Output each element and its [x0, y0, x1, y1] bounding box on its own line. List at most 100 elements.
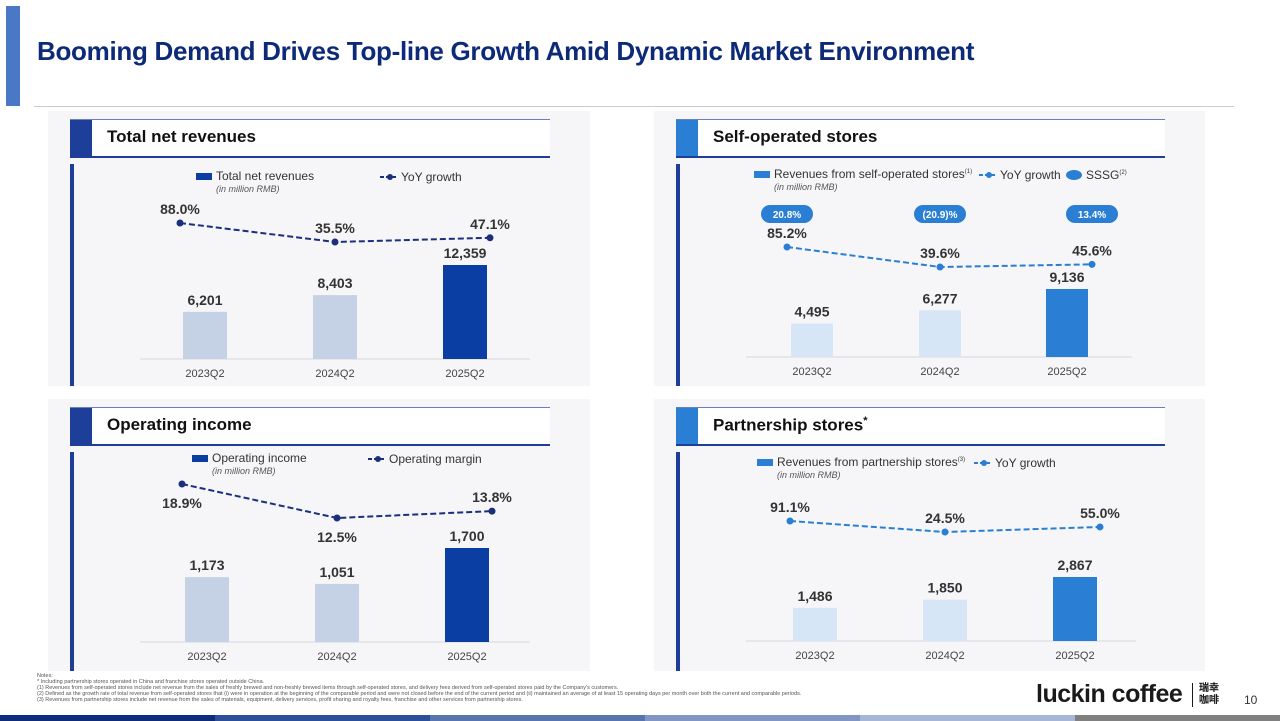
footnotes: Notes: * Including partnership stores op…: [37, 673, 997, 703]
bar-value-label: 12,359: [444, 245, 487, 261]
bar: [183, 311, 227, 359]
note-item: * Including partnership stores operated …: [37, 679, 265, 685]
panel-partnership-stores: Partnership stores* Revenues from partne…: [654, 399, 1205, 671]
x-tick-label: 2025Q2: [447, 651, 486, 663]
logo-cn-line: 咖啡: [1199, 695, 1219, 706]
panel-header: Total net revenues: [70, 119, 550, 158]
legend-unit-note: (in million RMB): [774, 182, 838, 192]
line-value-label: 55.0%: [1080, 505, 1120, 521]
notes-heading: Notes:: [37, 673, 53, 679]
sssg-value-label: 20.8%: [773, 210, 801, 221]
legend-bar-label: Revenues from self-operated stores(1): [774, 167, 972, 181]
legend-footnote-mark: (3): [958, 457, 965, 463]
title-accent-bar: [6, 6, 20, 106]
panel-title-text: Partnership stores: [713, 415, 864, 435]
legend-sssg-label: SSSG(2): [1086, 168, 1127, 182]
bar: [919, 310, 961, 357]
legend-line-label: Operating margin: [389, 452, 482, 466]
panel-total-net-revenues: Total net revenues Total net revenues (in…: [48, 111, 590, 386]
bottom-bar-segment: [0, 715, 215, 721]
x-tick-label: 2023Q2: [185, 368, 224, 380]
sssg-pill: [1066, 205, 1118, 223]
line-point: [783, 243, 791, 251]
legend-line-marker: [986, 172, 992, 178]
legend-bar-swatch: [754, 171, 770, 178]
note-item: (2) Defined as the growth rate of total …: [37, 691, 802, 697]
line-value-label: 35.5%: [315, 220, 355, 236]
bottom-bar-segment: [860, 715, 1075, 721]
panel-side-bar: [70, 164, 74, 386]
legend-unit-note: (in million RMB): [212, 466, 276, 476]
bar-value-label: 9,136: [1049, 269, 1084, 285]
legend-bar-swatch: [196, 173, 212, 180]
legend-line-marker: [375, 456, 381, 462]
panel-header: Self-operated stores: [676, 119, 1165, 158]
bottom-bar-segment: [430, 715, 645, 721]
legend-line-marker: [387, 174, 393, 180]
header-accent-box: [676, 408, 698, 444]
bar-value-label: 8,403: [317, 275, 352, 291]
note-item: (3) Revenues from partnership stores inc…: [37, 697, 523, 703]
legend-line-label: YoY growth: [995, 456, 1056, 470]
bar: [923, 599, 967, 641]
line-point: [331, 238, 339, 246]
line-value-label: 18.9%: [162, 495, 202, 511]
bar: [185, 577, 229, 642]
title-footnote-mark: *: [863, 415, 868, 427]
panel-self-operated-stores: Self-operated stores Revenues from self-…: [654, 111, 1205, 386]
x-tick-label: 2025Q2: [1047, 366, 1086, 378]
line-value-label: 39.6%: [920, 245, 960, 261]
sssg-pill: [761, 205, 813, 223]
line-point: [333, 514, 341, 522]
line-value-label: 24.5%: [925, 510, 965, 526]
panel-title: Self-operated stores: [713, 127, 878, 146]
operating-income-chart: Operating income(in million RMB) Operatin…: [140, 451, 530, 663]
line-point: [1088, 260, 1096, 268]
bar: [1046, 289, 1088, 357]
bottom-color-bar: [0, 715, 1280, 721]
legend-bar-swatch: [192, 455, 208, 462]
legend-line-label: YoY growth: [401, 170, 462, 184]
header-accent-box: [70, 408, 92, 444]
line-value-label: 13.8%: [472, 489, 512, 505]
bar-value-label: 4,495: [794, 304, 829, 320]
line-value-label: 85.2%: [767, 225, 807, 241]
bar: [445, 548, 489, 642]
legend-bar-label: Total net revenues: [216, 169, 314, 183]
line-value-label: 88.0%: [160, 201, 200, 217]
legend-line-marker: [981, 460, 987, 466]
bar: [1053, 577, 1097, 641]
partnership-stores-chart: Revenues from partnership stores(3)(in m…: [746, 455, 1136, 662]
page-title: Booming Demand Drives Top-line Growth Am…: [37, 36, 975, 66]
panel-title: Total net revenues: [107, 127, 256, 146]
note-item: (1) Revenues from self-operated stores i…: [37, 685, 619, 691]
bottom-bar-segment: [645, 715, 860, 721]
panel-side-bar: [676, 164, 680, 386]
panel-title: Partnership stores*: [713, 415, 868, 436]
bottom-bar-segment: [1075, 715, 1280, 721]
line-point: [486, 234, 494, 242]
legend-footnote-mark: (2): [1119, 170, 1126, 176]
line-point: [936, 263, 944, 271]
bar-value-label: 1,173: [189, 557, 224, 573]
logo-cn-line: 瑞幸: [1199, 683, 1219, 694]
panel-side-bar: [70, 452, 74, 671]
line-point: [178, 480, 186, 488]
self-operated-stores-chart: Revenues from self-operated stores(1)(in…: [746, 167, 1132, 378]
bar-value-label: 1,850: [927, 580, 962, 596]
legend-sssg-swatch: [1066, 170, 1082, 180]
x-tick-label: 2024Q2: [317, 651, 356, 663]
logo-chinese-text: 瑞幸 咖啡: [1199, 683, 1219, 707]
x-tick-label: 2023Q2: [795, 650, 834, 662]
logo-divider: [1192, 683, 1193, 707]
header-accent-box: [676, 120, 698, 156]
line-value-label: 12.5%: [317, 529, 357, 545]
x-tick-label: 2025Q2: [1055, 650, 1094, 662]
x-tick-label: 2024Q2: [315, 368, 354, 380]
legend-bar-swatch: [757, 459, 773, 466]
total-net-revenues-chart: Total net revenues(in million RMB) YoY gr…: [140, 169, 530, 380]
bar-value-label: 6,201: [187, 292, 222, 308]
panel-side-bar: [676, 452, 680, 671]
x-tick-label: 2024Q2: [925, 650, 964, 662]
x-tick-label: 2024Q2: [920, 366, 959, 378]
